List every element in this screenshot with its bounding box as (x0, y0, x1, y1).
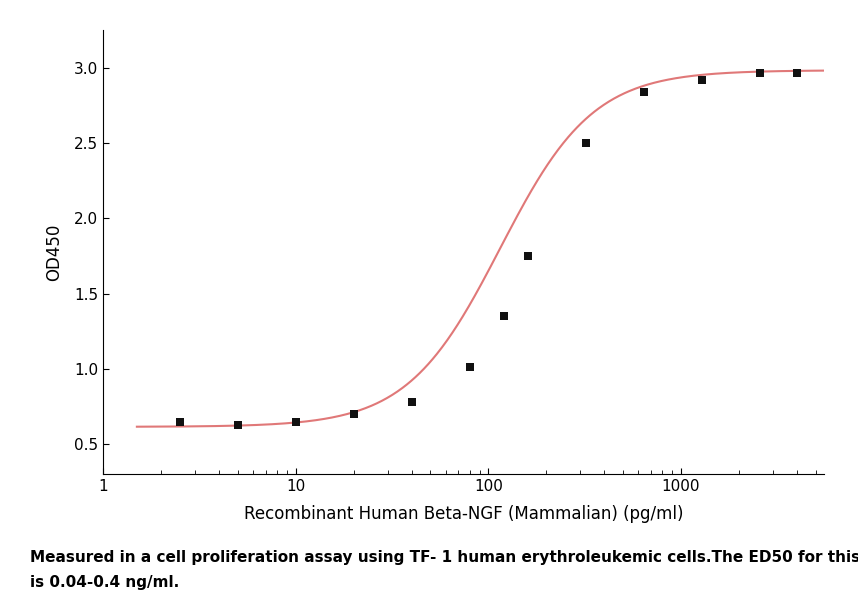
Point (579, 139, 593, 148)
Point (497, 311, 511, 321)
Text: Measured in a cell proliferation assay using TF- 1 human erythroleukemic cells.T: Measured in a cell proliferation assay u… (30, 550, 858, 565)
Point (289, 416, 303, 426)
Point (752, 67, 766, 77)
Point (695, 75, 709, 85)
Point (637, 87, 650, 97)
Point (790, 67, 804, 77)
Point (231, 420, 245, 429)
Point (172, 416, 186, 426)
Text: is 0.04-0.4 ng/ml.: is 0.04-0.4 ng/ml. (30, 575, 179, 590)
Point (462, 362, 476, 372)
X-axis label: Recombinant Human Beta-NGF (Mammalian) (pg/ml): Recombinant Human Beta-NGF (Mammalian) (… (244, 505, 683, 523)
Point (521, 251, 535, 261)
Y-axis label: OD450: OD450 (45, 224, 63, 281)
Point (405, 397, 419, 407)
Point (347, 409, 360, 419)
